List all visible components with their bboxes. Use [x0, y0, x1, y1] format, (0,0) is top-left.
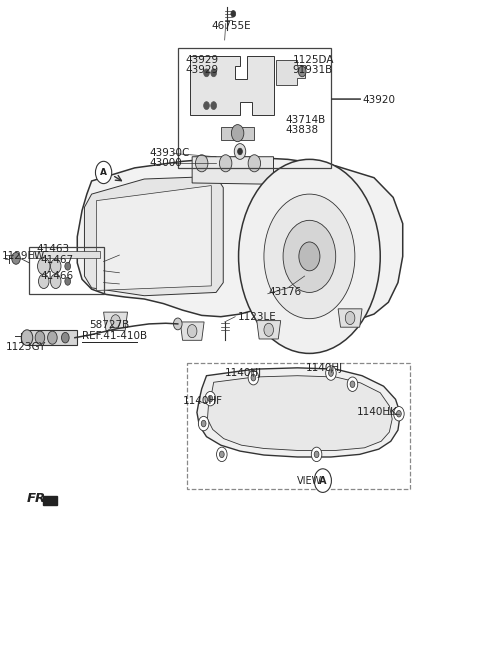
Polygon shape: [276, 60, 305, 85]
Circle shape: [38, 274, 49, 288]
Text: REF.41-410B: REF.41-410B: [82, 331, 147, 342]
Polygon shape: [190, 57, 274, 116]
Text: 41467: 41467: [41, 256, 74, 265]
Circle shape: [234, 144, 246, 160]
Polygon shape: [84, 176, 223, 296]
Polygon shape: [221, 127, 254, 140]
Circle shape: [314, 451, 319, 458]
Text: 1123GY: 1123GY: [5, 342, 46, 352]
Text: 43929: 43929: [185, 64, 218, 74]
Circle shape: [248, 371, 259, 385]
Text: 43000: 43000: [149, 158, 182, 168]
Text: A: A: [100, 168, 107, 177]
Text: 1123LE: 1123LE: [238, 311, 276, 322]
Polygon shape: [43, 496, 57, 505]
Circle shape: [187, 325, 197, 338]
Circle shape: [211, 69, 216, 77]
Text: 58727B: 58727B: [89, 320, 130, 330]
Circle shape: [312, 447, 322, 462]
Text: FR.: FR.: [27, 493, 51, 505]
Text: 1140HJ: 1140HJ: [225, 368, 262, 378]
Polygon shape: [338, 309, 362, 327]
Circle shape: [299, 242, 320, 271]
Text: 1140HK: 1140HK: [357, 407, 398, 417]
Circle shape: [12, 252, 20, 264]
Circle shape: [219, 155, 232, 172]
Polygon shape: [180, 322, 204, 340]
Circle shape: [204, 102, 209, 110]
Circle shape: [328, 370, 333, 376]
Circle shape: [173, 318, 182, 330]
Circle shape: [61, 332, 69, 343]
Text: 43929: 43929: [185, 55, 218, 64]
Circle shape: [96, 162, 112, 183]
Circle shape: [299, 66, 306, 77]
Polygon shape: [197, 368, 400, 457]
Circle shape: [211, 102, 216, 110]
Circle shape: [48, 331, 57, 344]
Circle shape: [35, 331, 45, 344]
Text: 1129EW: 1129EW: [1, 252, 45, 261]
Circle shape: [208, 396, 213, 402]
Text: 1125DA: 1125DA: [293, 55, 334, 64]
Circle shape: [231, 125, 244, 142]
Circle shape: [50, 274, 61, 288]
Circle shape: [111, 315, 120, 328]
Circle shape: [248, 155, 261, 172]
Circle shape: [201, 420, 206, 427]
Circle shape: [283, 220, 336, 292]
Circle shape: [219, 451, 224, 458]
Circle shape: [394, 407, 404, 421]
Text: 43714B: 43714B: [286, 115, 326, 125]
Circle shape: [264, 194, 355, 319]
Text: 46755E: 46755E: [211, 20, 251, 31]
Circle shape: [314, 469, 331, 492]
Circle shape: [347, 377, 358, 392]
Circle shape: [65, 277, 71, 285]
Circle shape: [231, 11, 236, 17]
Polygon shape: [96, 185, 211, 290]
Polygon shape: [77, 157, 403, 321]
Polygon shape: [192, 157, 274, 184]
Circle shape: [21, 330, 33, 346]
Text: 1140HF: 1140HF: [182, 396, 223, 405]
Circle shape: [204, 69, 209, 77]
Circle shape: [345, 311, 355, 325]
Text: A: A: [319, 476, 326, 486]
Polygon shape: [29, 330, 77, 345]
Polygon shape: [257, 321, 281, 339]
Text: 1140HJ: 1140HJ: [306, 363, 343, 373]
Circle shape: [264, 323, 274, 336]
Text: VIEW: VIEW: [297, 476, 322, 486]
Text: 41466: 41466: [41, 271, 74, 281]
Text: 91931B: 91931B: [293, 64, 333, 74]
Text: 43920: 43920: [362, 95, 395, 105]
Circle shape: [239, 160, 380, 353]
Polygon shape: [33, 251, 100, 258]
Circle shape: [396, 411, 401, 417]
Text: 43930C: 43930C: [149, 148, 190, 158]
Circle shape: [50, 259, 61, 273]
Circle shape: [65, 262, 71, 270]
Polygon shape: [207, 376, 392, 451]
Circle shape: [195, 155, 208, 172]
Circle shape: [325, 366, 336, 380]
Text: 43176: 43176: [269, 288, 302, 298]
Text: 43838: 43838: [286, 125, 319, 135]
Polygon shape: [104, 312, 128, 330]
Circle shape: [37, 258, 50, 275]
Circle shape: [238, 148, 242, 155]
Circle shape: [205, 392, 216, 406]
Circle shape: [251, 374, 256, 381]
Text: 41463: 41463: [36, 244, 70, 254]
Circle shape: [350, 381, 355, 388]
Circle shape: [198, 417, 209, 431]
Circle shape: [216, 447, 227, 462]
